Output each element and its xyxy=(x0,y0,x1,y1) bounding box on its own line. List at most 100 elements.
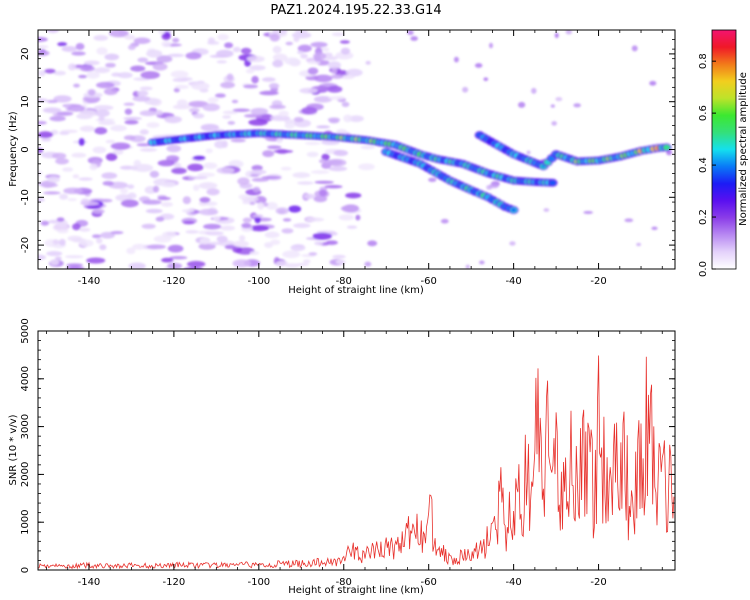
snr-x-tick-label: -100 xyxy=(247,577,270,588)
spectrogram-noise-blob xyxy=(47,175,60,183)
spectrogram-noise-blob xyxy=(252,186,261,193)
spectrogram-noise-blob xyxy=(479,260,485,265)
spectrogram-noise-blob xyxy=(171,167,187,175)
spectrogram-noise-blob xyxy=(46,99,58,104)
spectrogram-noise-blob xyxy=(96,47,108,55)
spectrogram-noise-blob xyxy=(233,240,249,248)
spectrogram-noise-blob xyxy=(146,122,160,128)
spectrogram-noise-blob xyxy=(303,259,311,264)
spectrogram-noise-blob xyxy=(308,252,318,256)
spectrogram-y-tick-label: 20 xyxy=(20,48,31,61)
spectrogram-ridge-core xyxy=(664,145,669,150)
colorbar-gradient xyxy=(711,29,737,270)
spectrogram-noise-blob xyxy=(73,83,80,88)
spectrogram-noise-blob xyxy=(300,53,308,59)
spectrogram-noise-blob xyxy=(110,125,127,132)
colorbar-tick-label: 0.2 xyxy=(698,209,709,225)
spectrogram-noise-blob xyxy=(237,177,250,186)
spectrogram-noise-blob xyxy=(57,42,68,47)
spectrogram-noise-blob xyxy=(56,111,74,116)
spectrogram-noise-blob xyxy=(172,78,189,82)
spectrogram-noise-blob xyxy=(127,184,135,189)
spectrogram-noise-blob xyxy=(166,144,182,153)
spectrogram-noise-blob xyxy=(166,155,180,162)
spectrogram-noise-blob xyxy=(306,217,325,222)
spectrogram-noise-blob xyxy=(49,115,66,122)
spectrogram-noise-blob xyxy=(232,259,251,268)
spectrogram-noise-blob xyxy=(139,129,149,135)
spectrogram-noise-blob xyxy=(324,185,343,189)
spectrogram-noise-blob xyxy=(249,225,270,232)
spectrogram-noise-blob xyxy=(199,237,211,245)
spectrogram-x-label: Height of straight line (km) xyxy=(288,285,424,296)
spectrogram-noise-blob xyxy=(314,241,324,246)
spectrogram-noise-blob xyxy=(199,196,211,203)
spectrogram-noise-blob xyxy=(299,87,318,94)
spectrogram-noise-blob xyxy=(157,159,175,167)
spectrogram-noise-blob xyxy=(94,67,111,74)
spectrogram-noise-blob xyxy=(119,188,129,194)
spectrogram-noise-blob xyxy=(250,107,269,115)
spectrogram-noise-blob xyxy=(67,198,77,202)
spectrogram-background xyxy=(38,30,675,269)
spectrogram-noise-blob xyxy=(155,216,165,222)
spectrogram-noise-blob xyxy=(216,167,235,174)
spectrogram-noise-blob xyxy=(306,151,319,158)
spectrogram-noise-blob xyxy=(188,176,208,180)
spectrogram-x-tick-label: -120 xyxy=(163,276,186,287)
spectrogram-noise-blob xyxy=(93,105,114,111)
spectrogram-noise-blob xyxy=(327,61,342,70)
spectrogram-noise-blob xyxy=(119,165,135,170)
spectrogram-noise-blob xyxy=(222,115,232,119)
spectrogram-noise-blob xyxy=(41,137,52,142)
spectrogram-noise-blob xyxy=(360,145,375,150)
snr-y-tick-label: 2000 xyxy=(20,462,31,487)
spectrogram-noise-blob xyxy=(49,259,60,266)
spectrogram-noise-blob xyxy=(65,255,84,259)
spectrogram-noise-blob xyxy=(238,194,249,200)
spectrogram-noise-blob xyxy=(338,214,355,221)
spectrogram-ridge-core xyxy=(511,208,516,212)
spectrogram-noise-blob xyxy=(185,52,202,60)
spectrogram-noise-blob xyxy=(133,159,142,167)
spectrogram-noise-blob xyxy=(101,172,118,179)
spectrogram-noise-blob xyxy=(565,30,572,35)
spectrogram-noise-blob xyxy=(127,192,137,199)
spectrogram-noise-blob xyxy=(276,137,283,144)
spectrogram-noise-blob xyxy=(98,116,105,121)
spectrogram-noise-blob xyxy=(550,104,555,108)
spectrogram-noise-blob xyxy=(79,125,96,132)
spectrogram-noise-blob xyxy=(232,46,241,53)
spectrogram-noise-blob xyxy=(46,30,60,33)
spectrogram-x-tick-label: -60 xyxy=(421,276,437,287)
spectrogram-noise-blob xyxy=(272,45,282,54)
spectrogram-noise-blob xyxy=(367,240,378,247)
spectrogram-noise-blob xyxy=(312,232,333,240)
spectrogram-noise-blob xyxy=(92,146,107,154)
spectrogram-noise-blob xyxy=(123,116,142,121)
spectrogram-y-tick-label: 10 xyxy=(20,95,31,108)
spectrogram-noise-blob xyxy=(38,197,45,203)
spectrogram-noise-blob xyxy=(462,86,469,93)
spectrogram-noise-blob xyxy=(293,36,300,43)
snr-x-tick-label: -140 xyxy=(78,577,101,588)
spectrogram-noise-blob xyxy=(66,263,83,268)
spectrogram-noise-blob xyxy=(92,234,102,239)
spectrogram-noise-blob xyxy=(339,40,350,44)
spectrogram-noise-blob xyxy=(651,226,658,230)
spectrogram-noise-blob xyxy=(474,63,483,68)
spectrogram-noise-blob xyxy=(164,115,182,124)
spectrogram-noise-blob xyxy=(224,244,238,250)
spectrogram-noise-blob xyxy=(192,113,205,119)
spectrogram-noise-blob xyxy=(238,235,246,241)
spectrogram-noise-blob xyxy=(95,81,115,89)
spectrogram-noise-blob xyxy=(364,261,372,267)
spectrogram-noise-blob xyxy=(428,177,437,182)
spectrogram-noise-blob xyxy=(112,149,124,155)
spectrogram-noise-blob xyxy=(157,196,171,201)
spectrogram-noise-blob xyxy=(272,53,288,62)
colorbar: 0.0 0.2 0.4 0.6 0.8 Normalized spectral ampl… xyxy=(698,29,749,277)
spectrogram-noise-blob xyxy=(297,44,312,53)
spectrogram-noise-blob xyxy=(96,237,103,244)
